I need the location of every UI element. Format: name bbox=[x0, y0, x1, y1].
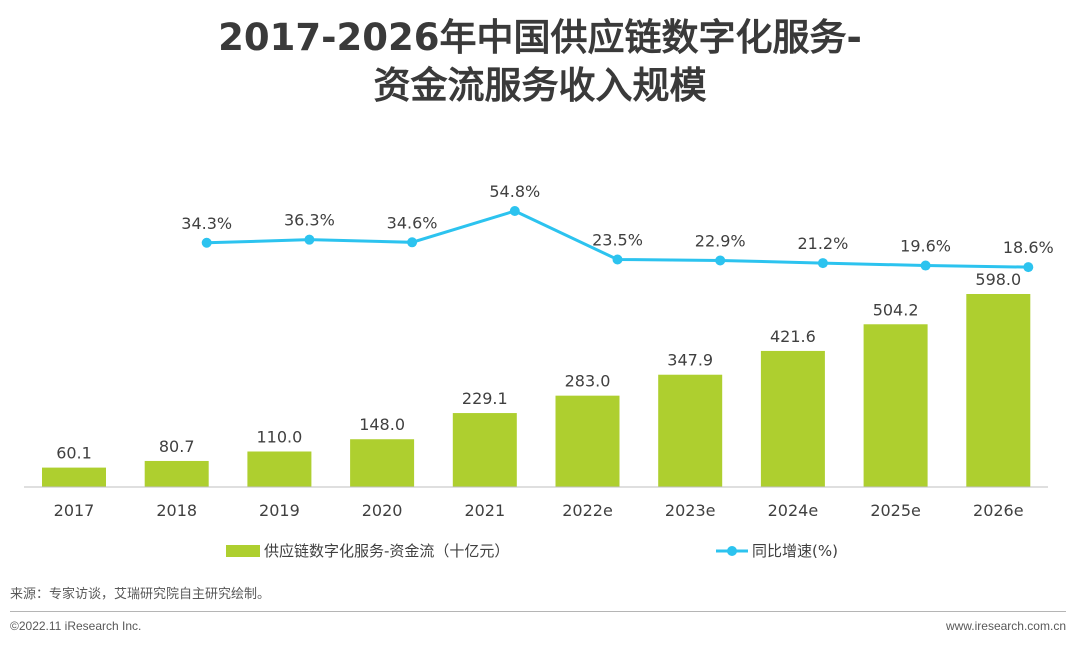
bar-label-2026e: 598.0 bbox=[975, 270, 1021, 289]
growth-point-2025e bbox=[920, 260, 931, 271]
bar-2017 bbox=[42, 467, 106, 487]
bar-2026e bbox=[966, 294, 1031, 487]
bar-label-2020: 148.0 bbox=[359, 415, 405, 434]
bar-label-2025e: 504.2 bbox=[873, 300, 919, 319]
bar-2020 bbox=[350, 439, 415, 487]
bar-2018 bbox=[144, 460, 209, 487]
growth-label-2024e: 21.2% bbox=[797, 234, 848, 253]
bar-2024e bbox=[760, 350, 825, 487]
x-tick-2023e: 2023e bbox=[665, 501, 716, 520]
growth-label-2019: 36.3% bbox=[284, 211, 335, 230]
bar-2025e bbox=[863, 324, 928, 487]
x-tick-2020: 2020 bbox=[362, 501, 403, 520]
bar-label-2017: 60.1 bbox=[56, 444, 92, 463]
legend-line-label: 同比增速(%) bbox=[752, 542, 838, 560]
chart-title: 2017-2026年中国供应链数字化服务- 资金流服务收入规模 bbox=[0, 14, 1080, 110]
growth-point-2018 bbox=[201, 237, 212, 248]
bar-2021 bbox=[452, 413, 517, 487]
bar-label-2024e: 421.6 bbox=[770, 327, 816, 346]
bar-label-2022e: 283.0 bbox=[565, 372, 611, 391]
bar-label-2023e: 347.9 bbox=[667, 351, 713, 370]
bar-label-2018: 80.7 bbox=[159, 437, 195, 456]
chart-title-line2: 资金流服务收入规模 bbox=[373, 64, 707, 107]
legend-line-marker bbox=[727, 546, 737, 556]
bar-2022e bbox=[555, 395, 620, 487]
x-tick-2022e: 2022e bbox=[562, 501, 613, 520]
legend-bar-swatch bbox=[226, 545, 260, 557]
x-tick-2017: 2017 bbox=[54, 501, 95, 520]
legend-bar-label: 供应链数字化服务-资金流（十亿元） bbox=[264, 542, 509, 560]
growth-point-2019 bbox=[304, 234, 315, 245]
x-tick-2021: 2021 bbox=[464, 501, 505, 520]
growth-point-2026e bbox=[1023, 262, 1034, 273]
growth-label-2025e: 19.6% bbox=[900, 237, 951, 256]
growth-point-2024e bbox=[817, 258, 828, 269]
bar-label-2019: 110.0 bbox=[256, 427, 302, 446]
x-tick-2024e: 2024e bbox=[768, 501, 819, 520]
x-tick-2018: 2018 bbox=[156, 501, 197, 520]
bar-2019 bbox=[247, 451, 312, 487]
x-tick-2019: 2019 bbox=[259, 501, 300, 520]
x-tick-2025e: 2025e bbox=[870, 501, 921, 520]
bar-label-2021: 229.1 bbox=[462, 389, 508, 408]
legend: 供应链数字化服务-资金流（十亿元） 同比增速(%) bbox=[226, 542, 838, 560]
copyright-text: ©2022.11 iResearch Inc. bbox=[10, 619, 142, 633]
x-axis-ticks: 2017 2018 2019 2020 2021 2022e 2023e 2024e 2025e… bbox=[54, 501, 1024, 520]
growth-label-2021: 54.8% bbox=[489, 182, 540, 201]
growth-point-2021 bbox=[509, 206, 520, 216]
growth-label-2023e: 22.9% bbox=[695, 231, 746, 250]
growth-point-2020 bbox=[407, 237, 418, 248]
footer-divider bbox=[10, 611, 1066, 612]
growth-point-2022e bbox=[612, 254, 623, 265]
source-note: 来源：专家访谈，艾瑞研究院自主研究绘制。 bbox=[10, 587, 271, 602]
growth-label-2020: 34.6% bbox=[387, 213, 438, 232]
chart: 60.1 80.7 110.0 148.0 229.1 283.0 347.9 421.6 50… bbox=[24, 182, 1054, 560]
bar-series bbox=[42, 294, 1031, 487]
x-tick-2026e: 2026e bbox=[973, 501, 1024, 520]
website-text: www.iresearch.com.cn bbox=[945, 619, 1066, 633]
growth-point-2023e bbox=[715, 255, 726, 266]
bar-value-labels: 60.1 80.7 110.0 148.0 229.1 283.0 347.9 421.6 50… bbox=[56, 270, 1021, 463]
chart-title-line1: 2017-2026年中国供应链数字化服务- bbox=[218, 16, 862, 59]
growth-label-2022e: 23.5% bbox=[592, 231, 643, 250]
bar-2023e bbox=[658, 374, 723, 487]
growth-line-series: 34.3% 36.3% 34.6% 54.8% 23.5% 22.9% 21.2% 19.6%… bbox=[181, 182, 1054, 273]
growth-label-2018: 34.3% bbox=[181, 214, 232, 233]
growth-label-2026e: 18.6% bbox=[1003, 238, 1054, 257]
